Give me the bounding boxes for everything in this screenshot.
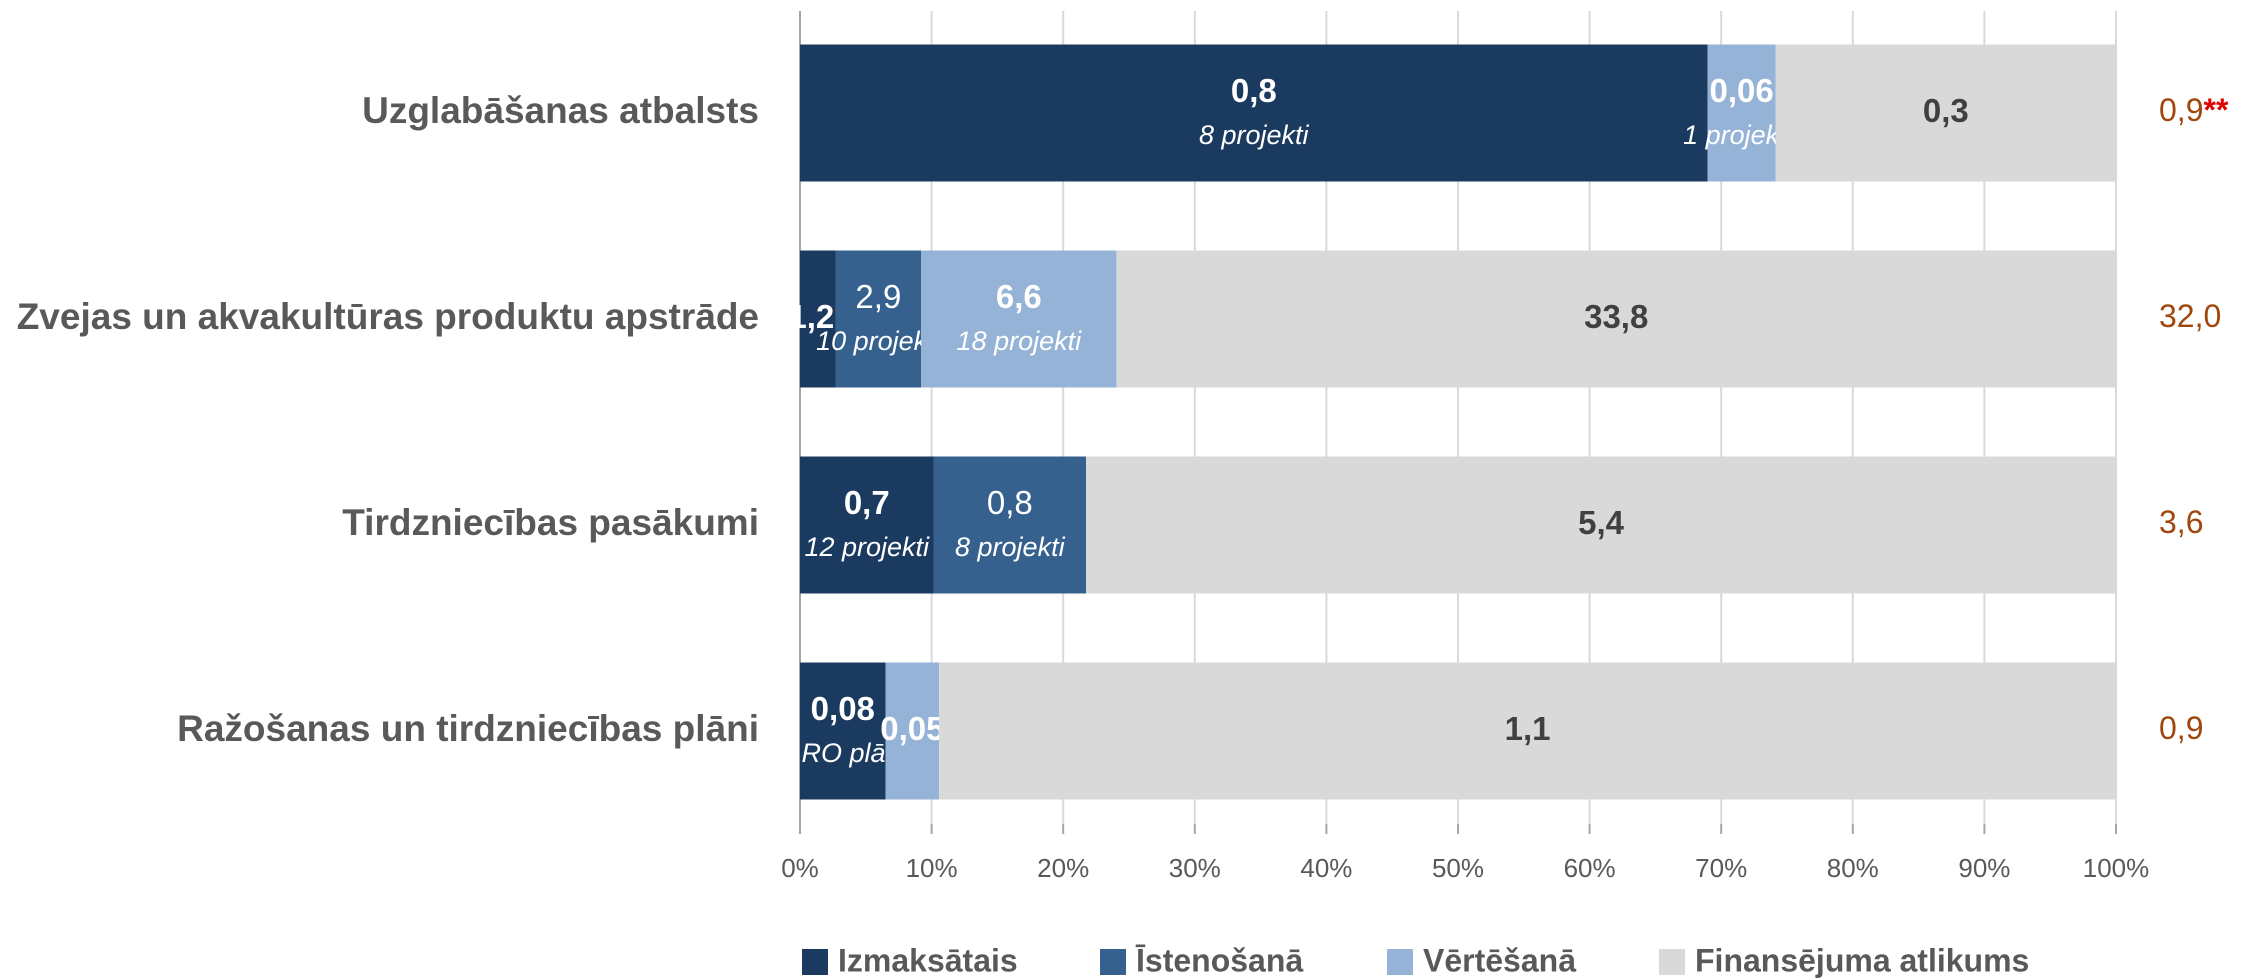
- value-label: 0,8: [987, 484, 1033, 521]
- bar-segment: [800, 44, 1708, 182]
- value-label: 33,8: [1584, 298, 1648, 335]
- x-tick-label: 10%: [906, 853, 958, 883]
- bar-segment: [933, 456, 1087, 594]
- total-label-text: 0,9: [2159, 710, 2203, 746]
- value-label: 0,06: [1710, 72, 1774, 109]
- value-label: 1,1: [1505, 710, 1551, 747]
- bar-segment: [800, 662, 886, 800]
- value-label: 2,9: [855, 278, 901, 315]
- value-label-text: 6,6: [996, 278, 1042, 315]
- x-tick-label: 70%: [1695, 853, 1747, 883]
- value-label: 0,3: [1923, 92, 1969, 129]
- total-label-text: 3,6: [2159, 504, 2203, 540]
- total-label: 32,0: [2159, 298, 2221, 334]
- bar-segment: [800, 456, 934, 594]
- x-tick-label: 0%: [781, 853, 819, 883]
- x-tick-label: 60%: [1564, 853, 1616, 883]
- category-label: Uzglabāšanas atbalsts: [362, 90, 759, 131]
- bar-segment: [921, 250, 1117, 388]
- category-label: Tirdzniecības pasākumi: [342, 502, 759, 543]
- value-label-text: 33,8: [1584, 298, 1648, 335]
- value-label-text: 5,4: [1578, 504, 1625, 541]
- legend-label: Finansējuma atlikums: [1695, 942, 2029, 978]
- x-tick-label: 100%: [2083, 853, 2150, 883]
- total-label-text: 32,0: [2159, 298, 2221, 334]
- x-tick-label: 50%: [1432, 853, 1484, 883]
- value-label: 5,4: [1578, 504, 1625, 541]
- x-tick-label: 40%: [1300, 853, 1352, 883]
- bar-segment: [1775, 44, 2116, 182]
- value-label-text: 0,05: [880, 710, 944, 747]
- x-tick-label: 30%: [1169, 853, 1221, 883]
- project-label: 18 projekti: [957, 326, 1083, 356]
- project-label: 12 projekti: [804, 532, 930, 562]
- value-label-text: 0,06: [1710, 72, 1774, 109]
- value-label: 6,6: [996, 278, 1042, 315]
- footnote-mark: **: [2203, 92, 2228, 128]
- value-label-text: 0,7: [844, 484, 890, 521]
- category-label: Zvejas un akvakultūras produktu apstrāde: [17, 296, 759, 337]
- total-label: 0,9**: [2159, 92, 2229, 128]
- value-label-text: 2,9: [855, 278, 901, 315]
- total-label: 3,6: [2159, 504, 2203, 540]
- total-label: 0,9: [2159, 710, 2203, 746]
- legend-label: Vērtēšanā: [1423, 942, 1576, 978]
- bar-segment: [885, 662, 940, 800]
- project-label: 8 projekti: [955, 532, 1066, 562]
- value-label: 0,7: [844, 484, 890, 521]
- value-label-text: 0,08: [811, 690, 875, 727]
- project-label: 10 projekti: [816, 326, 942, 356]
- x-tick-label: 20%: [1037, 853, 1089, 883]
- legend-swatch: [1100, 949, 1126, 975]
- legend-label: Izmaksātais: [838, 942, 1018, 978]
- bar-segment: [835, 250, 922, 388]
- bar-segment: [1116, 250, 2116, 388]
- legend-swatch: [1387, 949, 1413, 975]
- value-label-text: 0,8: [987, 484, 1033, 521]
- legend-label: Īstenošanā: [1135, 942, 1303, 978]
- total-label-text: 0,9: [2159, 92, 2203, 128]
- bar-segment: [1707, 44, 1776, 182]
- project-label: 8 projekti: [1199, 120, 1310, 150]
- bar-segment: [939, 662, 2117, 800]
- value-label-text: 1,1: [1505, 710, 1551, 747]
- value-label-text: 0,3: [1923, 92, 1969, 129]
- bar-segment: [1086, 456, 2116, 594]
- category-label: Ražošanas un tirdzniecības plāni: [177, 708, 759, 749]
- value-label: 0,8: [1231, 72, 1277, 109]
- value-label: 0,05: [880, 710, 944, 747]
- x-tick-label: 90%: [1958, 853, 2010, 883]
- x-tick-label: 80%: [1827, 853, 1879, 883]
- legend-swatch: [1659, 949, 1685, 975]
- bar-segment: [800, 250, 836, 388]
- legend-swatch: [802, 949, 828, 975]
- value-label-text: 0,8: [1231, 72, 1277, 109]
- value-label-text: 1,2: [788, 298, 834, 335]
- value-label: 0,08: [811, 690, 875, 727]
